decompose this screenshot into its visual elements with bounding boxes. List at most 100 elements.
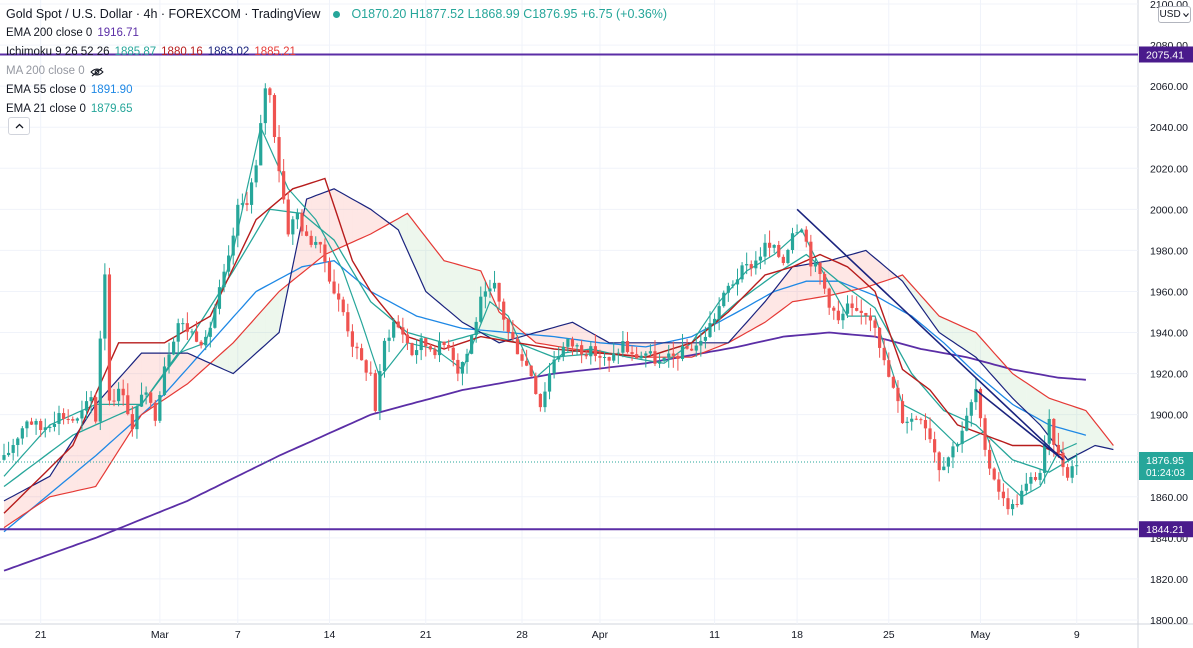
candle[interactable]: [891, 375, 895, 389]
candle[interactable]: [121, 379, 125, 406]
candle[interactable]: [80, 400, 84, 430]
candle[interactable]: [749, 260, 753, 277]
candle[interactable]: [424, 337, 428, 357]
candle[interactable]: [722, 290, 726, 308]
candle[interactable]: [300, 209, 304, 236]
candle[interactable]: [804, 226, 808, 248]
candle[interactable]: [946, 456, 950, 474]
candle[interactable]: [1020, 484, 1024, 506]
candle[interactable]: [382, 338, 387, 378]
candle[interactable]: [75, 417, 79, 424]
candle[interactable]: [272, 93, 277, 143]
candle[interactable]: [887, 352, 891, 378]
candle[interactable]: [149, 391, 153, 409]
candle[interactable]: [236, 198, 240, 248]
candle[interactable]: [135, 404, 139, 439]
candles[interactable]: [2, 83, 1079, 516]
candle[interactable]: [1024, 472, 1028, 496]
candle[interactable]: [479, 286, 483, 324]
candle[interactable]: [126, 383, 130, 416]
candle[interactable]: [103, 263, 107, 351]
candle[interactable]: [291, 216, 295, 245]
candle[interactable]: [158, 391, 162, 424]
candle[interactable]: [57, 405, 61, 436]
candle[interactable]: [845, 295, 850, 319]
candle[interactable]: [167, 342, 171, 374]
candle[interactable]: [515, 335, 520, 355]
candle[interactable]: [534, 372, 538, 395]
candle[interactable]: [584, 350, 588, 360]
candle[interactable]: [240, 193, 244, 210]
candle[interactable]: [694, 333, 698, 357]
candle[interactable]: [20, 426, 24, 445]
indicator-ema21[interactable]: EMA 21 close 0 1879.65: [6, 100, 667, 119]
candle[interactable]: [969, 399, 973, 427]
candle[interactable]: [48, 424, 52, 433]
candle[interactable]: [492, 270, 497, 292]
candle[interactable]: [823, 271, 827, 294]
trendline[interactable]: [796, 208, 1064, 461]
candle[interactable]: [997, 472, 1001, 500]
candle[interactable]: [685, 339, 689, 350]
candle[interactable]: [337, 283, 341, 312]
candle[interactable]: [800, 228, 804, 233]
candle[interactable]: [740, 262, 744, 283]
candle[interactable]: [98, 330, 102, 431]
candle[interactable]: [827, 287, 831, 315]
candle[interactable]: [653, 340, 657, 367]
candle[interactable]: [460, 361, 465, 386]
candle[interactable]: [607, 356, 611, 372]
candle[interactable]: [378, 364, 382, 421]
candle[interactable]: [772, 244, 776, 253]
candle[interactable]: [410, 342, 414, 357]
candle[interactable]: [213, 304, 217, 329]
candle[interactable]: [249, 178, 254, 214]
candle[interactable]: [992, 467, 996, 481]
candle[interactable]: [570, 336, 575, 356]
candle[interactable]: [52, 411, 57, 432]
candle[interactable]: [39, 418, 43, 437]
candle[interactable]: [1070, 460, 1074, 484]
candle[interactable]: [561, 342, 565, 362]
candle[interactable]: [552, 351, 556, 379]
candle[interactable]: [34, 418, 38, 435]
candle[interactable]: [350, 324, 355, 358]
candle[interactable]: [923, 413, 928, 441]
candle[interactable]: [176, 318, 180, 354]
candle[interactable]: [1075, 452, 1079, 476]
trendlines[interactable]: [796, 208, 1064, 461]
candle[interactable]: [282, 159, 286, 204]
candle[interactable]: [790, 227, 795, 254]
candle[interactable]: [942, 457, 946, 471]
candle[interactable]: [497, 282, 501, 309]
candle[interactable]: [841, 307, 845, 329]
candle[interactable]: [754, 251, 758, 275]
trendline[interactable]: [975, 389, 1064, 461]
candle[interactable]: [635, 346, 639, 359]
candle[interactable]: [364, 359, 368, 381]
candle[interactable]: [437, 332, 442, 363]
candle[interactable]: [506, 318, 510, 340]
candle[interactable]: [323, 238, 327, 273]
candle[interactable]: [900, 394, 905, 424]
candle[interactable]: [657, 354, 662, 368]
candle[interactable]: [818, 261, 822, 285]
candle[interactable]: [405, 328, 410, 350]
candle[interactable]: [346, 303, 350, 337]
candle[interactable]: [795, 224, 799, 235]
candle[interactable]: [190, 328, 194, 336]
candle[interactable]: [699, 332, 703, 357]
candle[interactable]: [29, 417, 34, 426]
candle[interactable]: [616, 348, 620, 364]
candle[interactable]: [612, 342, 616, 363]
candle[interactable]: [341, 296, 345, 316]
candle[interactable]: [502, 298, 506, 331]
candle[interactable]: [589, 341, 593, 365]
candle[interactable]: [2, 443, 6, 461]
collapse-legend-button[interactable]: [8, 117, 30, 135]
candle[interactable]: [868, 307, 873, 332]
candle[interactable]: [227, 245, 231, 277]
candle[interactable]: [231, 227, 235, 265]
candle[interactable]: [566, 338, 570, 353]
candle[interactable]: [254, 159, 258, 188]
